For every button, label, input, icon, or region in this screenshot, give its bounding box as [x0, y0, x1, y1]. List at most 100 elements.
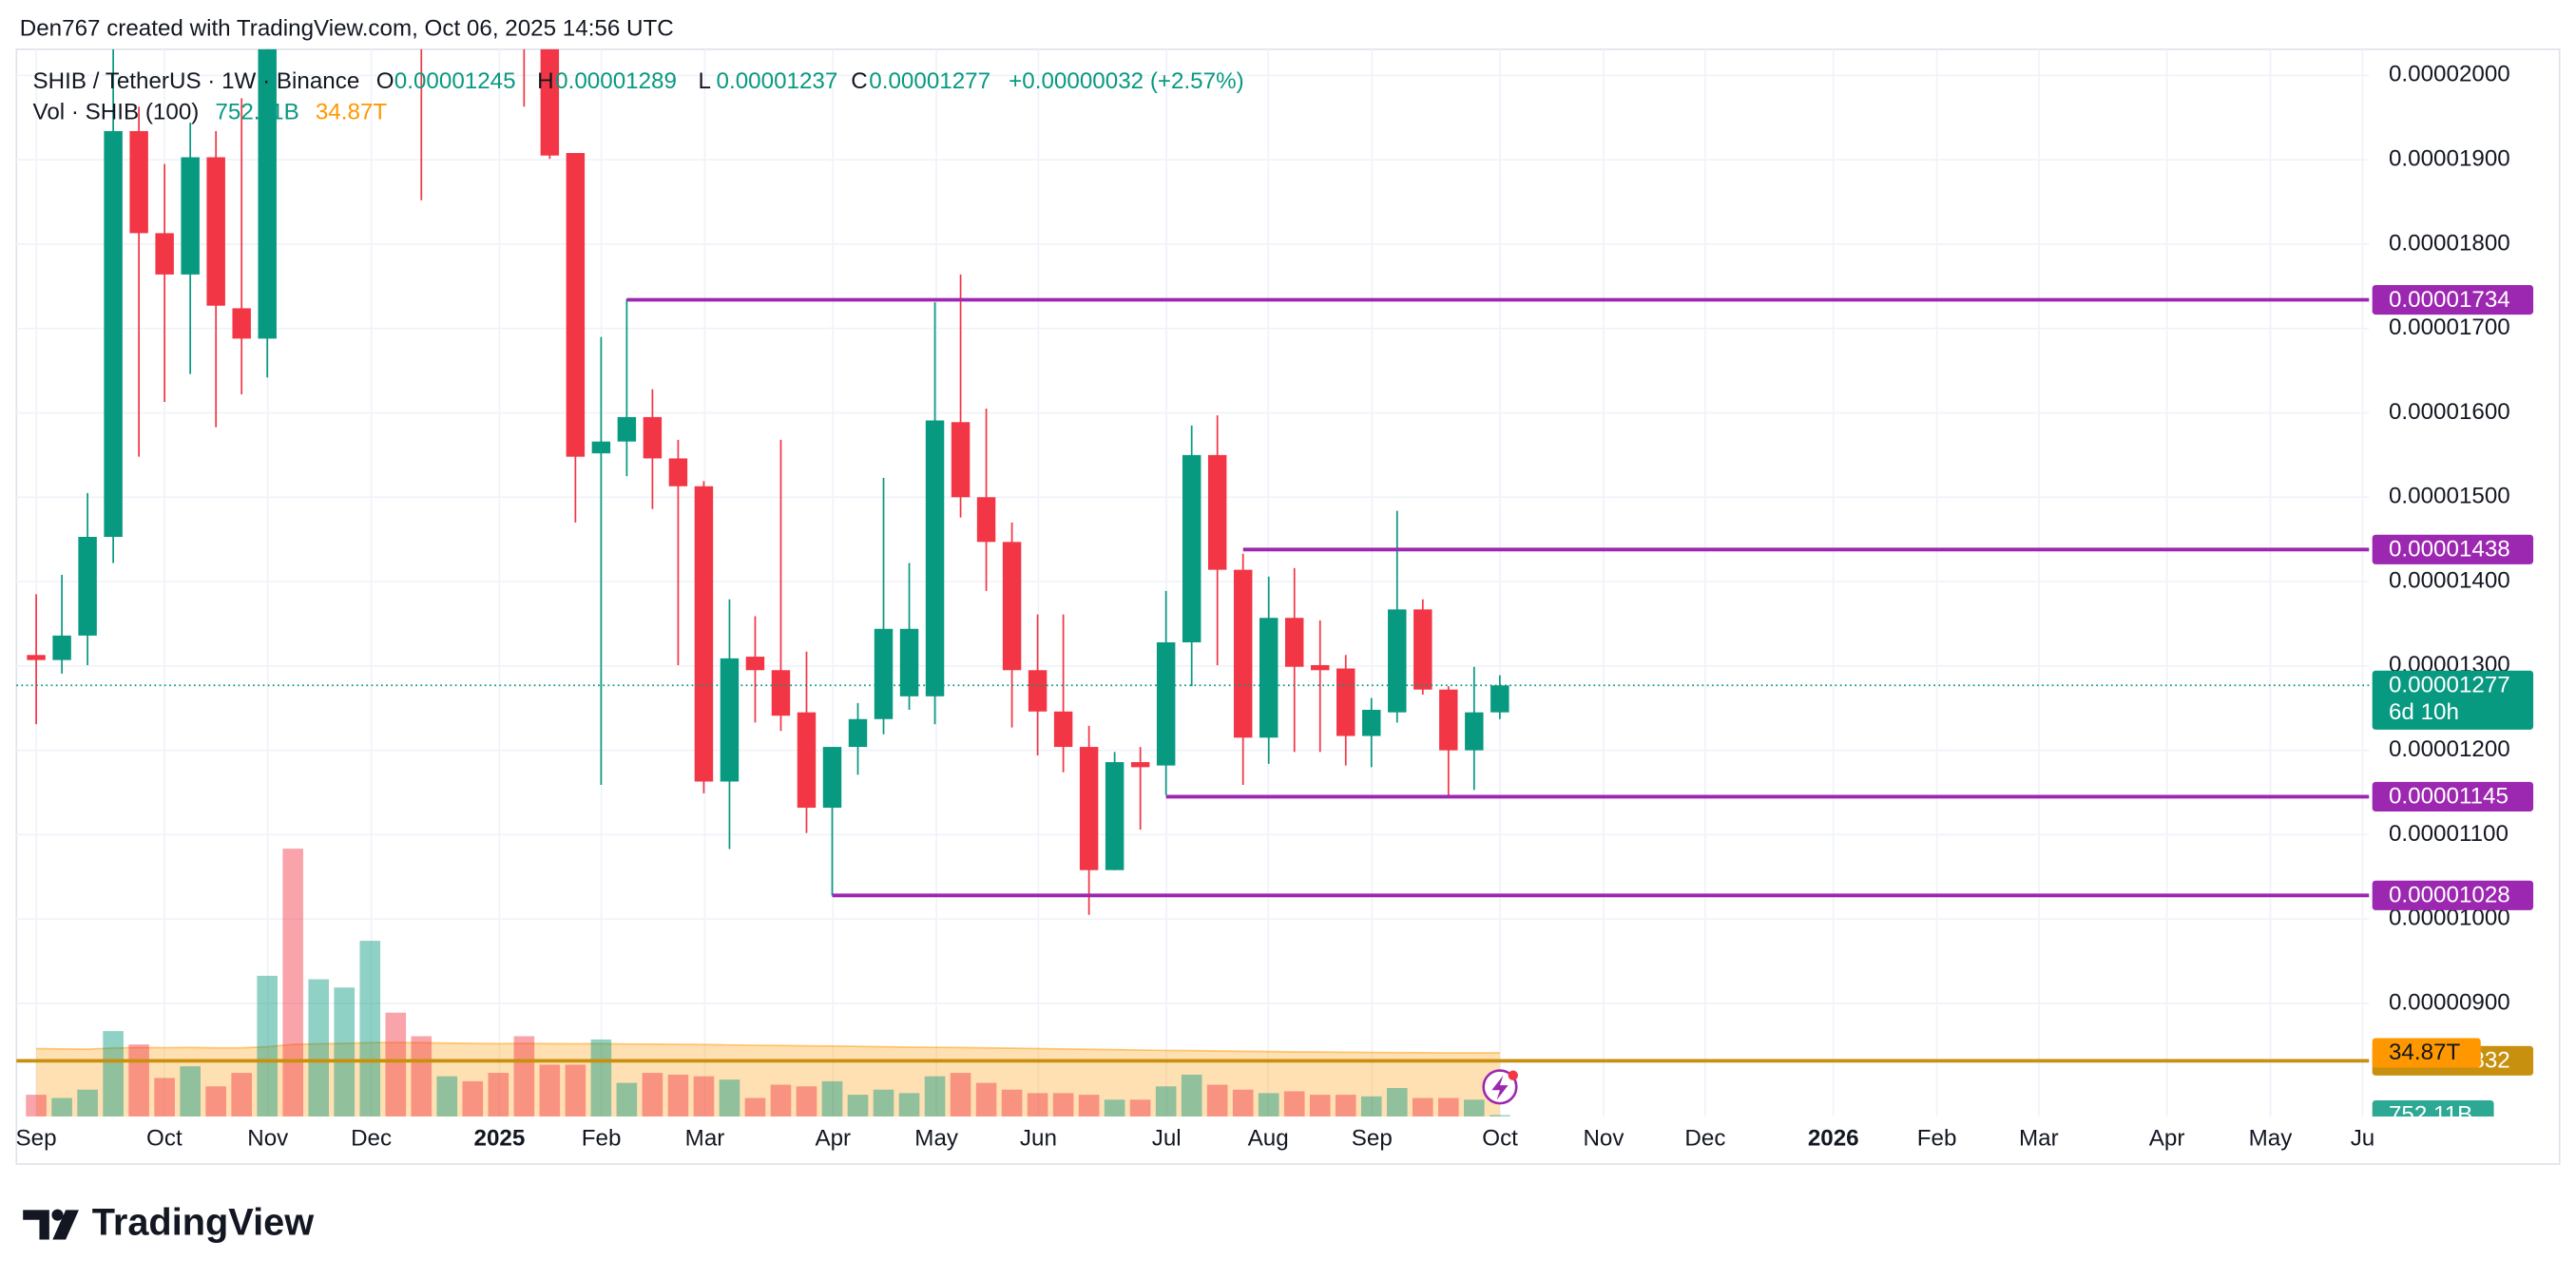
ohlc-value: 0.00001289 [555, 68, 677, 94]
x-tick-label: Mar [2019, 1126, 2059, 1152]
volume-bar [462, 1080, 484, 1117]
x-tick-label: Dec [1684, 1126, 1725, 1152]
candle-body [848, 718, 868, 748]
volume-bar [770, 1084, 792, 1117]
candle-body [1336, 668, 1355, 736]
volume-bar [205, 1086, 226, 1117]
x-tick-label: Jul [1152, 1126, 1182, 1152]
volume-ma-label: 34.87T [2389, 1040, 2461, 1065]
candle-body [1388, 609, 1407, 713]
candle-body [232, 308, 251, 339]
level-label: 0.00001028 [2389, 883, 2510, 908]
x-tick-label: Aug [1248, 1126, 1289, 1152]
ohlc-letter: H [537, 68, 553, 94]
volume-bar [77, 1089, 98, 1117]
volume-bar [1490, 1115, 1510, 1117]
candle-body [566, 153, 586, 457]
current-price-label: 0.00001277 [2389, 673, 2510, 698]
change: +0.00000032 (+2.57%) [1009, 68, 1243, 94]
y-tick-label: 0.00001600 [2389, 399, 2510, 425]
x-tick-label: Nov [247, 1126, 289, 1152]
chart-frame [15, 48, 2561, 1165]
candle-body [1233, 569, 1253, 738]
volume-bar [1309, 1095, 1331, 1117]
volume-bar [924, 1076, 946, 1117]
volume-bar [436, 1076, 458, 1117]
volume-bar [1155, 1086, 1177, 1117]
volume-bar [821, 1080, 843, 1117]
x-tick-label: Feb [1917, 1126, 1957, 1152]
level-label-box [2372, 781, 2534, 812]
volume-ma-value: 34.87T [316, 100, 388, 125]
volume-bar [693, 1076, 715, 1117]
level-label-box [2372, 880, 2534, 910]
candle-body [951, 422, 971, 498]
ohlc-letter: C [851, 68, 867, 94]
volume-bar [26, 1095, 47, 1117]
level-label-box [2372, 534, 2534, 564]
x-tick-label: Sep [16, 1126, 57, 1152]
candle-body [643, 416, 663, 459]
volume-bar [1464, 1099, 1485, 1117]
candle-body [1285, 618, 1304, 667]
candle-body [1311, 664, 1330, 671]
volume-bar [1206, 1084, 1228, 1117]
y-tick-label: 0.00001800 [2389, 230, 2510, 256]
price-pane [27, 48, 1509, 915]
candle-body [1028, 670, 1048, 712]
x-tick-label: Feb [582, 1126, 622, 1152]
symbol: SHIB / TetherUS · 1W · Binance [33, 68, 360, 94]
ohlc-value: 0.00001277 [869, 68, 990, 94]
candle-body [1002, 542, 1022, 671]
current-price-box [2372, 670, 2534, 730]
volume-bar [513, 1036, 535, 1117]
volume-bar [873, 1089, 894, 1117]
volume-bar [103, 1031, 124, 1117]
candle-body [1259, 618, 1278, 738]
x-tick-label: 2026 [1808, 1126, 1859, 1152]
volume-bar [51, 1098, 72, 1117]
candle-body [540, 48, 560, 156]
candle-body [1207, 454, 1227, 570]
volume-bar [1129, 1099, 1151, 1117]
volume-bar [1052, 1093, 1074, 1117]
ohlc-letter: O [376, 68, 394, 94]
candle-body [720, 658, 740, 782]
candle-body [1465, 712, 1484, 751]
y-tick-label: 0.00001100 [2389, 821, 2509, 847]
event-icon [1482, 1069, 1518, 1105]
x-tick-label: Apr [2149, 1126, 2185, 1152]
volume-label: 752.11B [2389, 1102, 2472, 1128]
volume-bar [282, 849, 304, 1117]
volume-bar [642, 1073, 663, 1117]
volume-bar [128, 1044, 149, 1117]
candle-body [617, 416, 637, 442]
volume-bar [1335, 1095, 1356, 1117]
volume-bar [1386, 1087, 1408, 1117]
attribution: Den767 created with TradingView.com, Oct… [20, 15, 674, 41]
x-tick-label: Oct [146, 1126, 183, 1152]
candle-body [925, 420, 945, 697]
volume-bar [950, 1073, 971, 1117]
volume-bar [1232, 1089, 1254, 1117]
candle-body [1439, 689, 1458, 751]
volume-bar [308, 979, 330, 1117]
volume-bar [1258, 1093, 1279, 1117]
candle-body [1182, 454, 1201, 642]
ohlc-value: 0.00001245 [394, 68, 516, 94]
volume-bar [847, 1095, 869, 1117]
countdown-label: 6d 10h [2389, 699, 2459, 725]
x-tick-label: Oct [1482, 1126, 1518, 1152]
candle-body [104, 130, 123, 538]
candle-body [27, 655, 46, 660]
volume-ma-label-box [2372, 1038, 2481, 1068]
volume-bar [257, 975, 279, 1117]
level-label: 0.00001145 [2389, 784, 2509, 810]
candle-body [745, 657, 765, 671]
volume-bar [1001, 1089, 1023, 1117]
candle-body [155, 233, 174, 275]
x-tick-label: 2025 [473, 1126, 525, 1152]
level-label: 0.00001734 [2389, 287, 2510, 313]
y-tick-label: 0.00000900 [2389, 989, 2510, 1015]
